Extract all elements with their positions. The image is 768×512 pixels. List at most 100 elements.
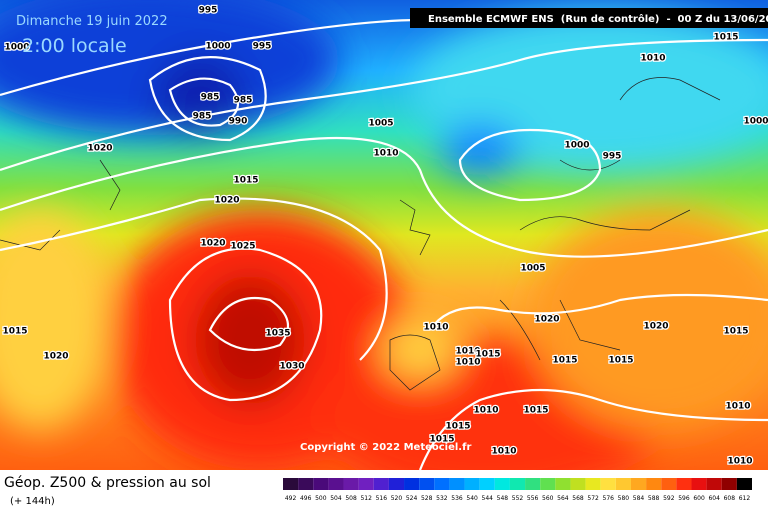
isobar-label: 1025 <box>230 242 255 252</box>
scale-swatch <box>525 478 541 490</box>
isobar-label: 1020 <box>643 322 668 332</box>
isobar-label: 1035 <box>265 329 290 339</box>
isobar-label: 1005 <box>368 119 393 129</box>
scale-swatch <box>298 478 314 490</box>
isobar-label: 1015 <box>713 33 738 43</box>
scale-swatch <box>555 478 571 490</box>
scale-swatch <box>585 478 601 490</box>
isobar-label: 995 <box>199 6 218 16</box>
isobar-label: 1015 <box>523 406 548 416</box>
isobar-label: 1010 <box>725 402 750 412</box>
scale-label: 600 <box>693 495 705 502</box>
scale-label: 576 <box>603 495 615 502</box>
scale-swatch <box>600 478 616 490</box>
isobar-label: 1000 <box>564 141 589 151</box>
isobar-label: 995 <box>603 152 622 162</box>
scale-swatch <box>283 478 299 490</box>
scale-label: 608 <box>724 495 736 502</box>
scale-swatch <box>313 478 329 490</box>
isobar-label: 1005 <box>520 264 545 274</box>
scale-label: 516 <box>376 495 388 502</box>
scale-label: 508 <box>345 495 357 502</box>
scale-swatch <box>404 478 420 490</box>
footer-title: Géop. Z500 & pression au sol <box>4 475 211 491</box>
scale-label: 504 <box>330 495 342 502</box>
scale-swatch <box>721 478 737 490</box>
scale-label: 568 <box>572 495 584 502</box>
scale-label: 552 <box>512 495 524 502</box>
scale-swatch <box>736 478 752 490</box>
scale-label: 612 <box>739 495 751 502</box>
scale-swatch <box>615 478 631 490</box>
scale-label: 524 <box>406 495 418 502</box>
scale-label: 500 <box>315 495 327 502</box>
isobar-label: 1015 <box>608 356 633 366</box>
scale-label: 528 <box>421 495 433 502</box>
scale-label: 572 <box>587 495 599 502</box>
isobar-label: 1020 <box>87 144 112 154</box>
local-time: 2:00 locale <box>22 35 127 57</box>
isobar-label: 1020 <box>534 315 559 325</box>
isobar-label: 985 <box>201 93 220 103</box>
scale-swatch <box>388 478 405 490</box>
scale-swatch <box>676 478 692 490</box>
scale-label: 520 <box>391 495 403 502</box>
scale-label: 548 <box>497 495 509 502</box>
isobar-label: 1015 <box>233 176 258 186</box>
date: Dimanche 19 juin 2022 <box>16 14 168 29</box>
isobar-label: 1020 <box>214 196 239 206</box>
isobar-label: 1020 <box>200 239 225 249</box>
isobar-label: 1015 <box>552 356 577 366</box>
scale-label: 604 <box>708 495 720 502</box>
isobar-label: 1015 <box>2 327 27 337</box>
scale-label: 532 <box>436 495 448 502</box>
scale-swatch <box>661 478 677 490</box>
scale-label: 540 <box>466 495 478 502</box>
scale-swatch <box>494 478 510 490</box>
isobar-label: 1030 <box>279 362 304 372</box>
scale-swatch <box>434 478 450 490</box>
isobar-label: 1015 <box>445 422 470 432</box>
isobar-label: 1010 <box>455 358 480 368</box>
scale-swatch <box>630 478 647 490</box>
scale-swatch <box>358 478 374 490</box>
isobar-label: 1020 <box>43 352 68 362</box>
scale-swatch <box>646 478 662 490</box>
isobar-label: 985 <box>193 112 212 122</box>
scale-label: 592 <box>663 495 675 502</box>
isobar-label: 990 <box>229 117 248 127</box>
scale-swatch <box>691 478 707 490</box>
scale-label: 596 <box>678 495 690 502</box>
scale-swatch <box>509 478 526 490</box>
scale-swatch <box>328 478 344 490</box>
copyright: Copyright © 2022 Meteociel.fr <box>300 442 471 453</box>
scale-label: 544 <box>482 495 494 502</box>
scale-label: 588 <box>648 495 660 502</box>
scale-label: 580 <box>618 495 630 502</box>
scale-swatch <box>419 478 435 490</box>
scale-swatch <box>449 478 465 490</box>
isobar-label: 1015 <box>475 350 500 360</box>
scale-swatch <box>479 478 495 490</box>
isobar-label: 1010 <box>491 447 516 457</box>
scale-swatch <box>706 478 722 490</box>
scale-label: 496 <box>300 495 312 502</box>
scale-label: 512 <box>360 495 372 502</box>
isobar-label: 1000 <box>205 42 230 52</box>
footer-subtitle: (+ 144h) <box>10 496 55 507</box>
scale-swatch <box>464 478 480 490</box>
isobar-label: 1000 <box>743 117 768 127</box>
scale-label: 556 <box>527 495 539 502</box>
isobar-label: 1010 <box>727 457 752 467</box>
isobar-label: 1000 <box>4 43 29 53</box>
isobar-label: 1015 <box>429 435 454 445</box>
isobar-label: 1010 <box>640 54 665 64</box>
scale-swatch <box>570 478 586 490</box>
isobar-label: 1015 <box>723 327 748 337</box>
scale-label: 564 <box>557 495 569 502</box>
model-banner <box>410 8 768 28</box>
isobar-label: 985 <box>234 96 253 106</box>
